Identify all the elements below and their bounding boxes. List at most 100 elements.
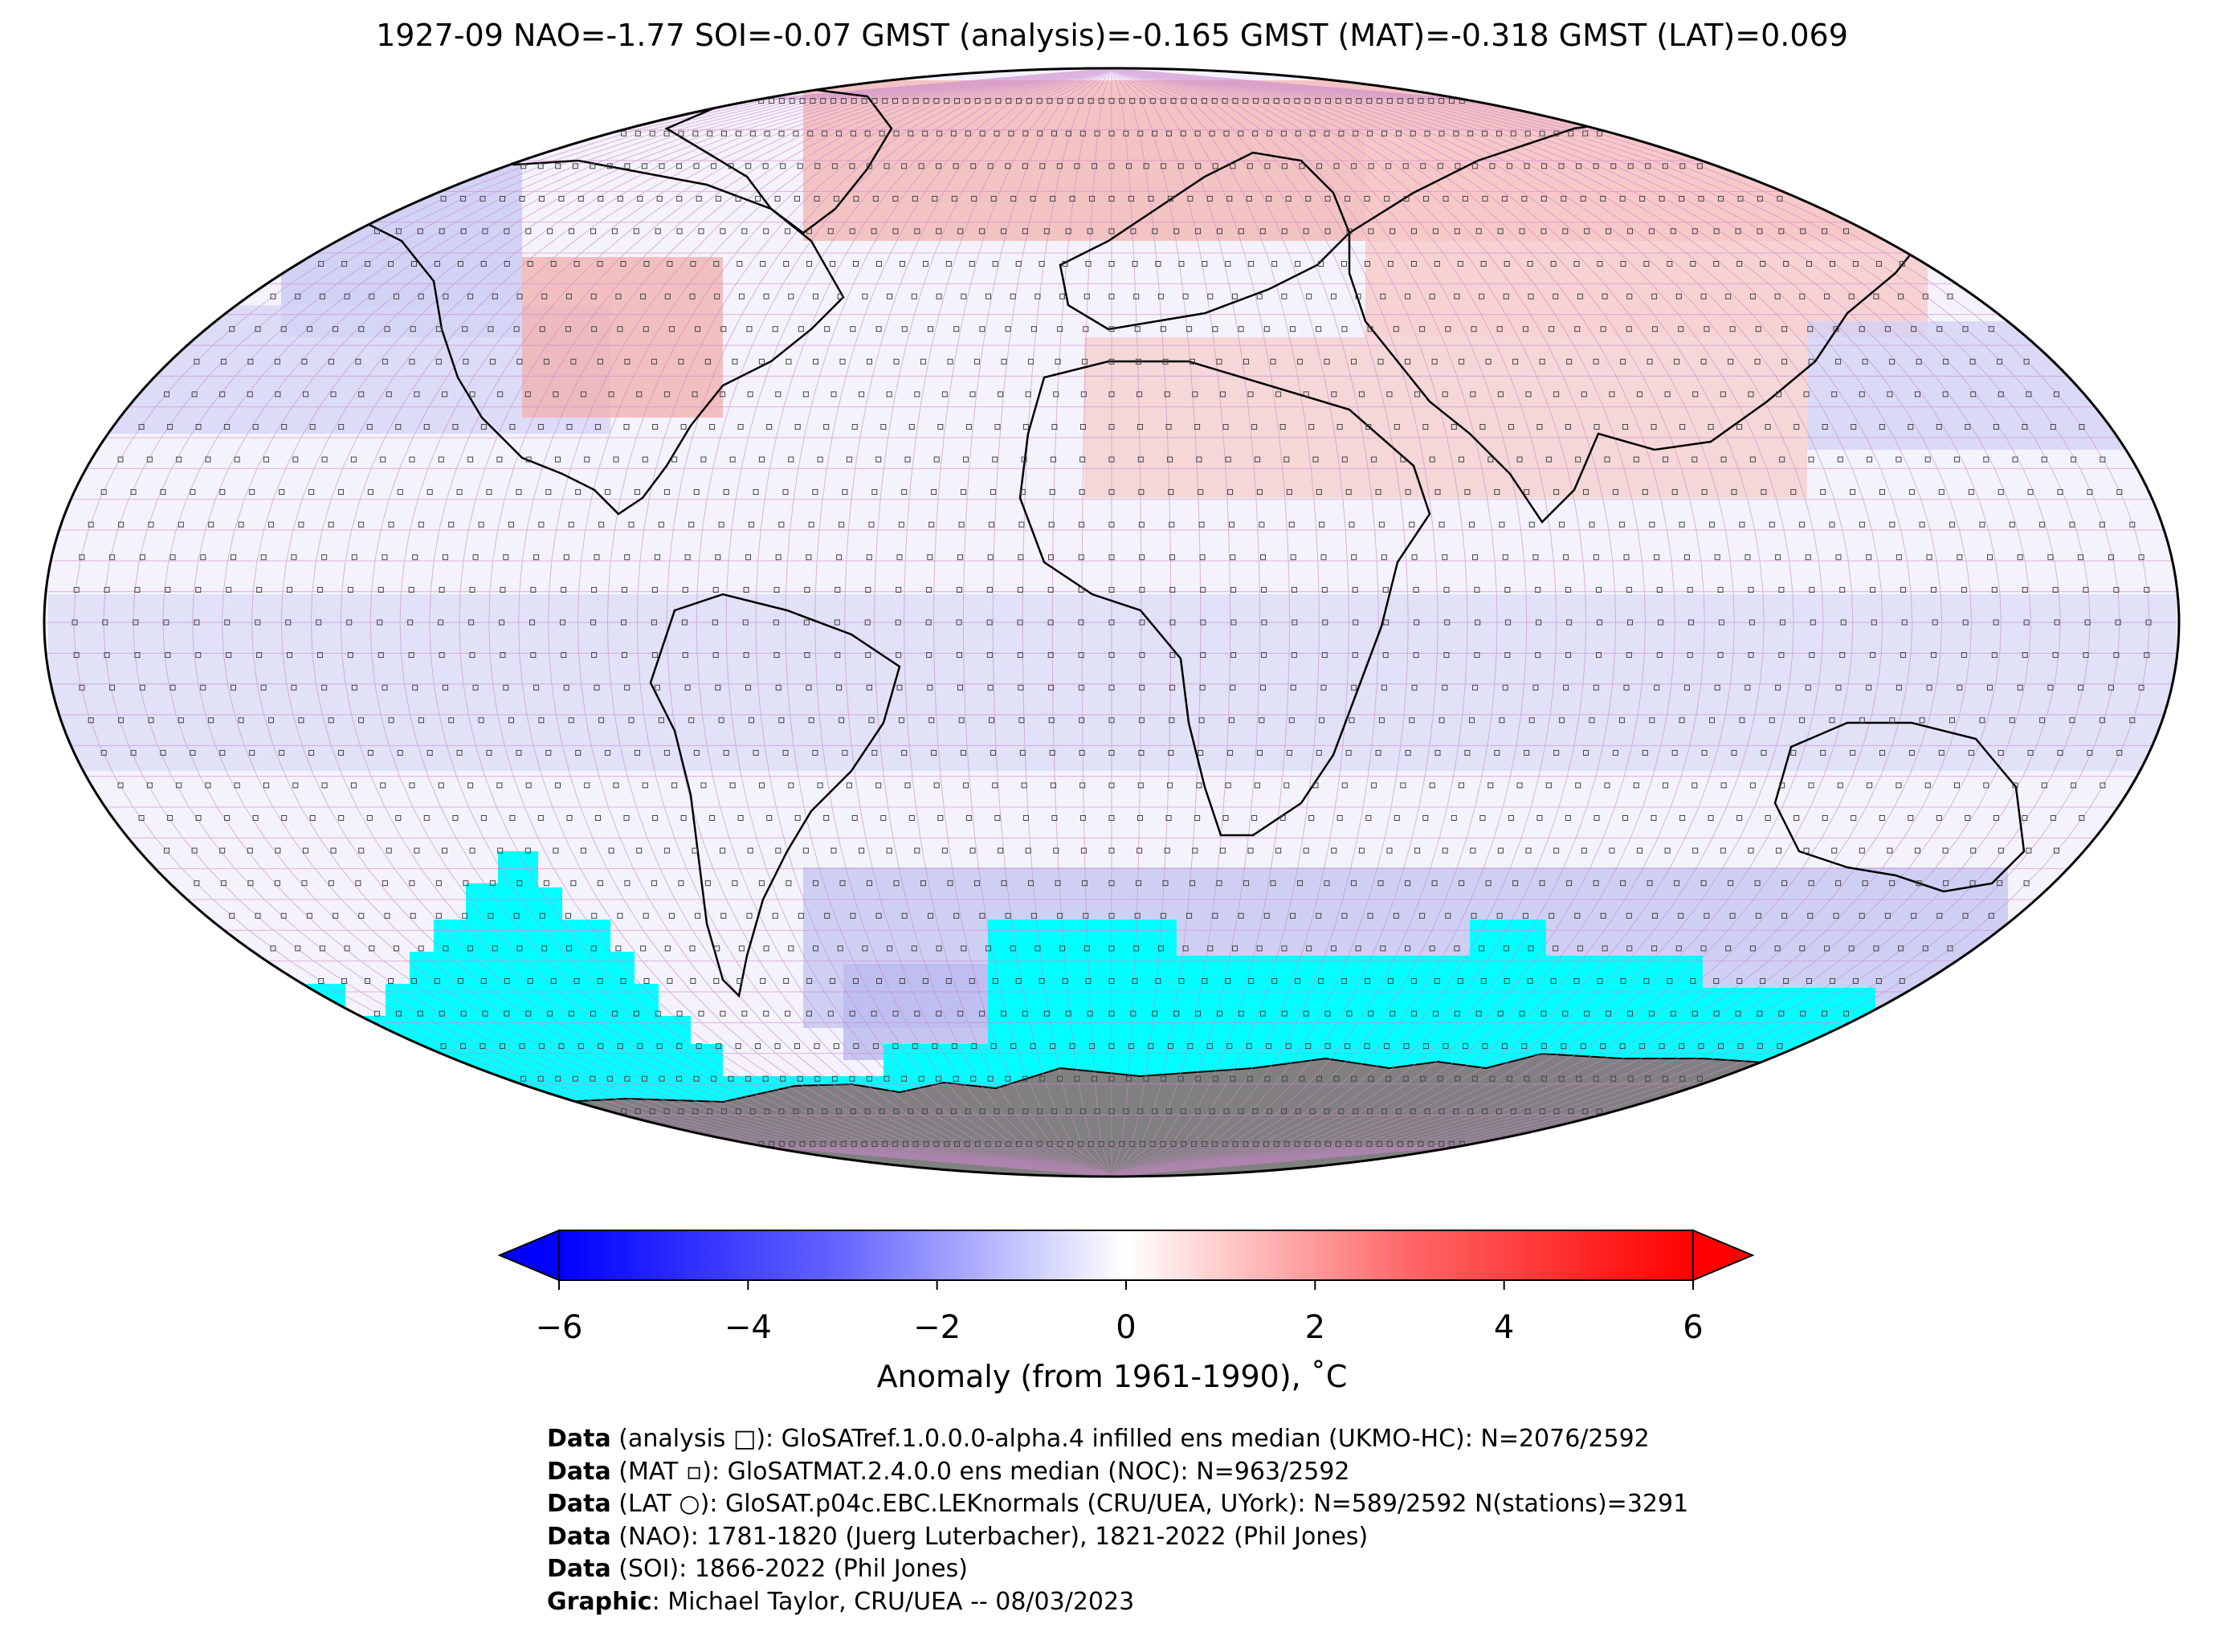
station-marker [1108, 489, 1115, 496]
station-marker [1781, 326, 1788, 332]
station-marker [1285, 1043, 1292, 1050]
anomaly-region [48, 594, 2177, 771]
station-marker [1126, 163, 1132, 169]
station-marker [1299, 1075, 1305, 1082]
station-marker [663, 847, 670, 854]
station-marker [806, 1010, 812, 1017]
station-marker [810, 1140, 816, 1147]
station-marker [1170, 1140, 1177, 1147]
station-marker [1251, 815, 1258, 821]
station-marker [1230, 554, 1236, 561]
station-marker [714, 945, 720, 952]
station-marker [384, 326, 390, 332]
station-marker [735, 195, 741, 202]
station-marker [1968, 749, 1974, 756]
station-marker [1674, 358, 1680, 365]
station-marker [537, 815, 544, 821]
station-marker [1381, 130, 1387, 137]
station-marker [1781, 358, 1788, 365]
station-marker [1769, 717, 1775, 724]
station-marker [468, 619, 475, 626]
station-marker [1375, 749, 1381, 756]
station-marker [1177, 1075, 1184, 1082]
station-marker [1954, 456, 1960, 463]
station-marker [1017, 619, 1023, 626]
station-marker [617, 326, 623, 332]
credit-line: Data (LAT ○): GloSAT.p04c.EBC.LEKnormals… [547, 1490, 1689, 1518]
station-marker [1831, 391, 1838, 398]
station-marker [563, 554, 569, 561]
station-marker [851, 98, 857, 104]
station-marker [595, 815, 601, 821]
station-marker [1423, 1043, 1429, 1050]
station-marker [1654, 554, 1660, 561]
station-marker [292, 456, 299, 463]
station-marker [462, 912, 468, 919]
station-marker [1202, 1140, 1207, 1147]
station-marker [937, 815, 944, 821]
station-marker [200, 554, 206, 561]
station-marker [1525, 391, 1532, 398]
station-marker [1779, 782, 1785, 789]
station-marker [871, 489, 878, 496]
station-marker [635, 1108, 641, 1115]
station-marker [1647, 880, 1653, 887]
station-marker [1558, 163, 1565, 169]
station-marker [1748, 391, 1754, 398]
station-marker [901, 326, 908, 332]
station-marker [1662, 1075, 1668, 1082]
station-marker [2012, 782, 2018, 789]
anomaly-region [1084, 337, 1807, 498]
station-marker [597, 880, 603, 887]
station-marker [1623, 684, 1630, 691]
station-marker [1654, 684, 1660, 691]
station-marker [812, 749, 818, 756]
station-marker [2050, 424, 2056, 430]
station-marker [837, 945, 843, 952]
station-marker [1341, 261, 1347, 267]
station-marker [1349, 717, 1355, 724]
station-marker [1475, 1010, 1482, 1017]
station-marker [558, 195, 565, 202]
station-marker [759, 456, 765, 463]
station-marker [1247, 163, 1253, 169]
station-marker [1195, 228, 1202, 235]
station-marker [1021, 456, 1027, 463]
station-marker [1457, 978, 1463, 984]
station-marker [1299, 163, 1305, 169]
station-marker [591, 652, 598, 659]
station-marker [1609, 847, 1615, 854]
station-marker [263, 782, 269, 789]
station-marker [743, 586, 749, 593]
station-marker [617, 912, 623, 919]
station-marker [1005, 326, 1011, 332]
station-marker [933, 782, 940, 789]
station-marker [1499, 521, 1505, 528]
station-marker [1525, 847, 1532, 854]
station-marker [492, 945, 498, 952]
station-marker [1527, 978, 1533, 984]
station-marker [633, 1010, 639, 1017]
station-marker [992, 456, 998, 463]
station-marker [229, 326, 235, 332]
station-marker [851, 1140, 857, 1147]
station-marker [783, 978, 790, 984]
station-marker [667, 261, 673, 267]
station-marker [1034, 293, 1041, 300]
station-marker [1178, 261, 1185, 267]
station-marker [1451, 815, 1457, 821]
station-marker [489, 358, 496, 365]
station-marker [281, 815, 288, 821]
station-marker [2079, 424, 2085, 430]
station-marker [309, 815, 316, 821]
station-marker [1160, 1140, 1166, 1147]
station-marker [987, 1075, 994, 1082]
station-marker [306, 912, 312, 919]
station-marker [1969, 358, 1976, 365]
station-marker [753, 749, 759, 756]
station-marker [1137, 456, 1144, 463]
station-marker [663, 391, 670, 398]
station-marker [1079, 456, 1086, 463]
station-marker [1036, 98, 1043, 104]
station-marker [1704, 326, 1710, 332]
